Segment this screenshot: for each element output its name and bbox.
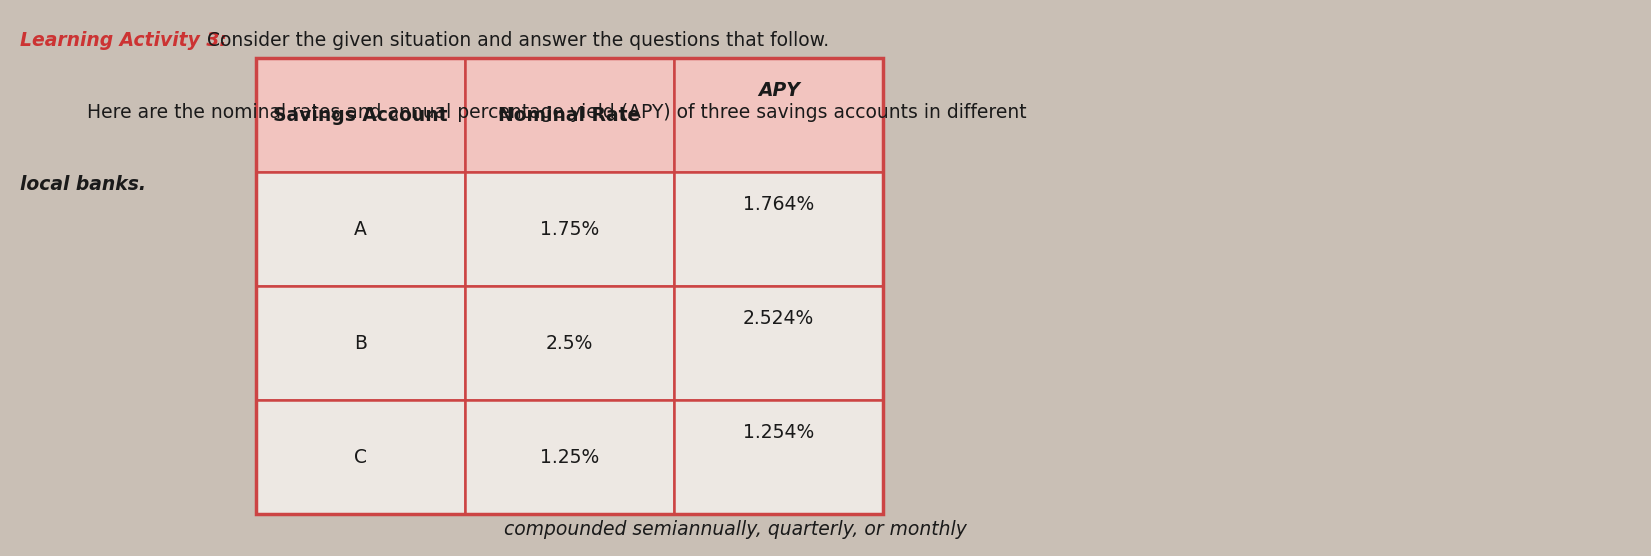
Text: Consider the given situation and answer the questions that follow.: Consider the given situation and answer … xyxy=(195,31,829,49)
Text: Nominal Rate: Nominal Rate xyxy=(499,106,641,125)
Text: APY: APY xyxy=(758,81,799,100)
Bar xyxy=(256,286,466,400)
Text: C: C xyxy=(353,448,367,467)
Bar xyxy=(256,58,466,172)
Bar xyxy=(256,400,466,514)
Text: 1.764%: 1.764% xyxy=(743,195,814,214)
Text: B: B xyxy=(353,334,367,353)
Text: Savings Account: Savings Account xyxy=(272,106,447,125)
Bar xyxy=(466,286,674,400)
Bar xyxy=(256,172,466,286)
Text: 2.5%: 2.5% xyxy=(546,334,593,353)
Text: 1.25%: 1.25% xyxy=(540,448,599,467)
Text: Here are the nominal rates and annual percentage yield (APY) of three savings ac: Here are the nominal rates and annual pe… xyxy=(63,103,1027,122)
Text: 2.524%: 2.524% xyxy=(743,309,814,327)
Text: compounded semiannually, quarterly, or monthly: compounded semiannually, quarterly, or m… xyxy=(504,520,966,539)
Text: A: A xyxy=(353,220,367,239)
Bar xyxy=(674,286,883,400)
Text: Learning Activity 3:: Learning Activity 3: xyxy=(20,31,226,49)
Bar xyxy=(674,400,883,514)
Bar xyxy=(466,58,674,172)
Bar xyxy=(466,172,674,286)
Text: 1.254%: 1.254% xyxy=(743,423,814,441)
Bar xyxy=(256,58,883,514)
Text: local banks.: local banks. xyxy=(20,175,145,194)
Bar xyxy=(466,400,674,514)
Bar xyxy=(674,172,883,286)
Text: 1.75%: 1.75% xyxy=(540,220,599,239)
Bar xyxy=(674,58,883,172)
